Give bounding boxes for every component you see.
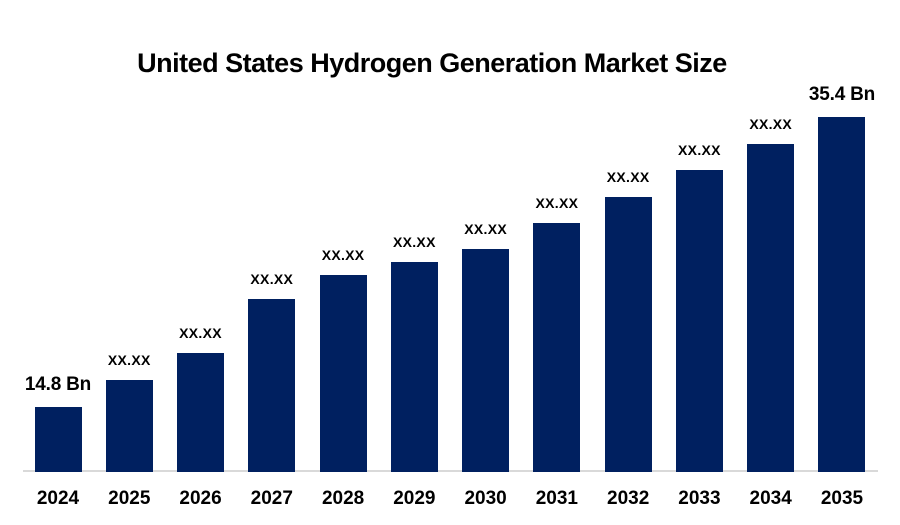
x-tick-label-2024: 2024 — [36, 488, 80, 509]
x-tick-label-2032: 2032 — [607, 488, 650, 509]
bar-2033 — [675, 170, 723, 472]
x-tick-label-2031: 2031 — [535, 488, 579, 509]
bar-value-label-2029: XX.XX — [392, 234, 436, 250]
bar-2024 — [34, 407, 82, 472]
bar-value-label-2032: XX.XX — [606, 169, 650, 185]
bar-2025 — [105, 380, 153, 472]
bar-value-label-2033: XX.XX — [678, 142, 721, 158]
x-axis-line — [23, 470, 878, 472]
bar-value-label-2024: 14.8 Bn — [24, 374, 92, 395]
chart-title: United States Hydrogen Generation Market… — [137, 48, 727, 78]
x-tick-label-2035: 2035 — [820, 488, 864, 509]
bar-2028 — [319, 275, 367, 472]
x-tick-label-2025: 2025 — [108, 488, 151, 509]
bar-value-label-2035: 35.4 Bn — [808, 84, 876, 105]
bar-value-label-2027: XX.XX — [250, 271, 294, 287]
bar-value-label-2025: XX.XX — [107, 352, 151, 368]
bar-2027 — [248, 299, 296, 472]
x-tick-label-2030: 2030 — [464, 488, 507, 509]
bar-2035 — [818, 117, 866, 472]
bar-2032 — [604, 197, 652, 472]
bar-2034 — [747, 144, 795, 472]
x-tick-label-2027: 2027 — [250, 488, 293, 509]
x-tick-label-2033: 2033 — [678, 488, 721, 509]
x-tick-label-2029: 2029 — [393, 488, 436, 509]
bar-2030 — [462, 249, 510, 472]
bar-2031 — [533, 223, 581, 472]
x-tick-label-2028: 2028 — [321, 488, 365, 509]
bar-value-label-2026: XX.XX — [179, 325, 222, 341]
bar-value-label-2031: XX.XX — [535, 195, 579, 211]
bar-value-label-2030: XX.XX — [464, 221, 507, 237]
bar-value-label-2034: XX.XX — [749, 116, 793, 132]
x-tick-label-2026: 2026 — [179, 488, 222, 509]
x-tick-label-2034: 2034 — [749, 488, 792, 509]
bar-value-label-2028: XX.XX — [321, 247, 365, 263]
bar-2029 — [390, 262, 438, 472]
bar-2026 — [177, 353, 225, 472]
